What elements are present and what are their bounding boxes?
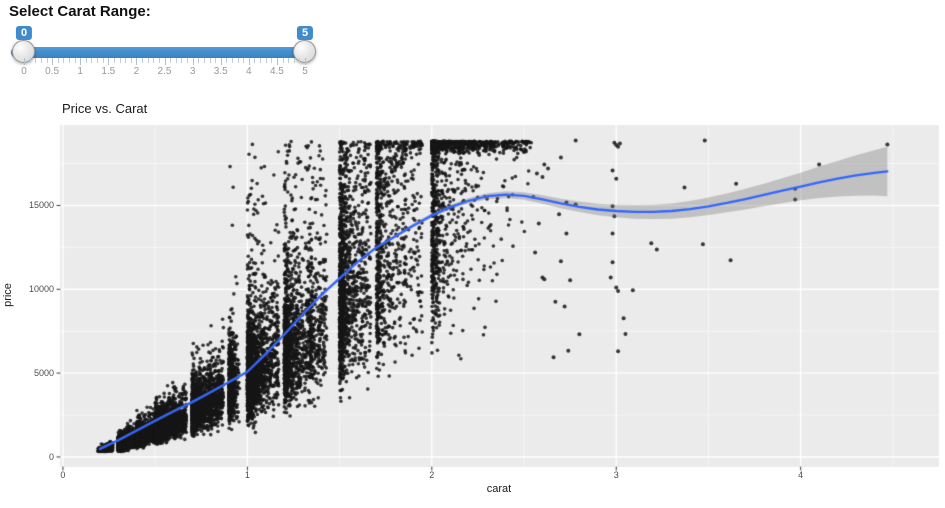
y-tick-label: 10000 [28,284,54,295]
x-axis-title: carat [486,483,512,495]
y-axis-title: price [2,283,14,307]
y-tick-label: 15000 [28,200,54,211]
plot-title: Price vs. Carat [62,101,148,116]
x-tick-label: 1 [244,470,250,480]
x-tick-label: 4 [798,470,804,480]
x-tick-label: 3 [613,470,619,480]
x-tick-label: 0 [60,470,66,480]
y-tick-label: 5000 [33,368,54,379]
y-tick-label: 0 [48,451,54,462]
x-tick-label: 2 [429,470,435,480]
